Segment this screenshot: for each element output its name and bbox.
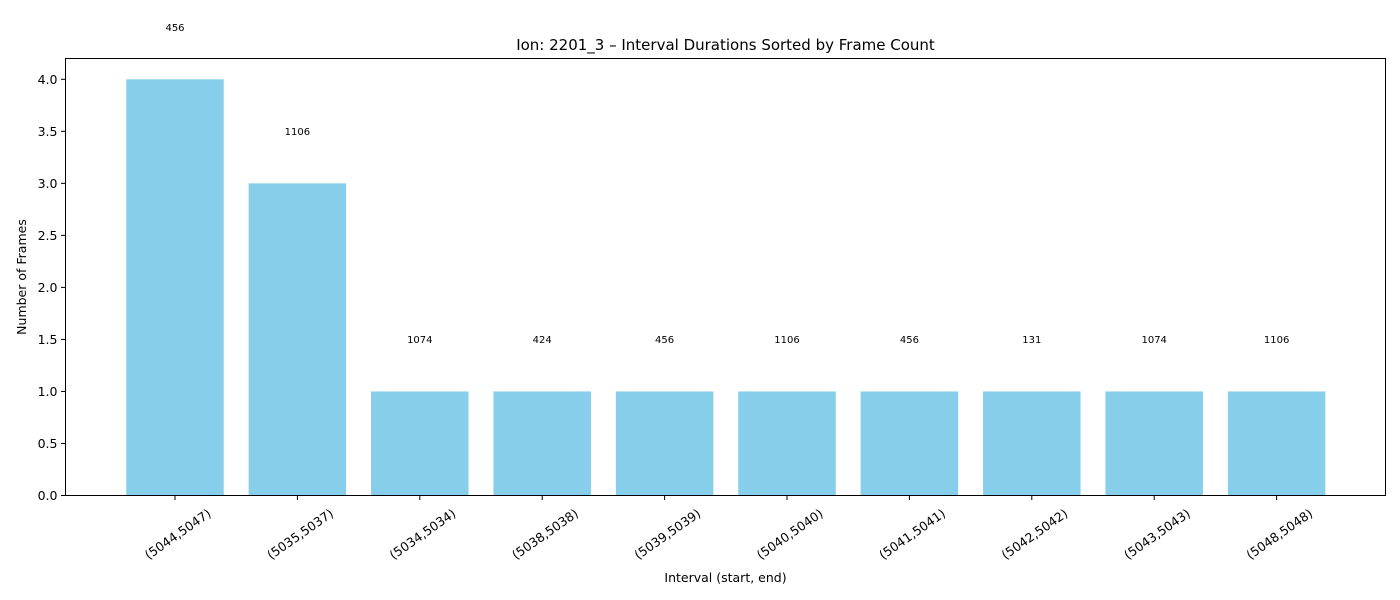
x-tick-label: (5041,5041) — [876, 506, 948, 563]
data-label: 1106 — [774, 335, 799, 346]
x-tick-label: (5044,5047) — [142, 506, 214, 563]
data-label: 1106 — [285, 127, 310, 138]
bars — [126, 79, 1326, 496]
y-tick-label: 3.5 — [38, 124, 58, 139]
bar — [615, 391, 714, 496]
data-label: 424 — [533, 335, 552, 346]
data-label: 456 — [900, 335, 919, 346]
bar — [371, 391, 469, 496]
bar — [983, 391, 1081, 496]
y-tick-label: 0.5 — [38, 436, 58, 451]
data-labels: 456 1106 1074 424 456 1106 456 131 1074 1106 — [165, 23, 1289, 346]
y-tick-label: 0.0 — [38, 488, 58, 503]
x-tick-label: (5039,5039) — [631, 506, 703, 563]
bar — [738, 391, 836, 496]
bar — [860, 391, 959, 496]
y-tick-label: 1.5 — [38, 332, 58, 347]
bar — [248, 183, 347, 496]
plot-frame — [65, 58, 1386, 496]
bar — [493, 391, 591, 496]
y-axis-label: Number of Frames — [14, 219, 29, 335]
y-tick-label: 3.0 — [38, 176, 58, 191]
data-label: 456 — [165, 23, 184, 34]
data-label: 1074 — [407, 335, 432, 346]
bar — [1227, 391, 1326, 496]
x-tick-label: (5043,5043) — [1121, 506, 1193, 563]
y-tick-label: 1.0 — [38, 384, 58, 399]
data-label: 131 — [1022, 335, 1041, 346]
x-axis-label: Interval (start, end) — [664, 570, 786, 585]
x-tick-label: (5048,5048) — [1243, 506, 1315, 563]
y-axis: 0.0 0.5 1.0 1.5 2.0 2.5 3.0 3.5 4.0 — [38, 72, 66, 503]
bar — [1105, 391, 1203, 496]
chart-title: Ion: 2201_3 – Interval Durations Sorted … — [516, 36, 935, 55]
y-tick-label: 2.0 — [38, 280, 58, 295]
x-tick-label: (5034,5034) — [387, 506, 459, 563]
x-axis: (5044,5047) (5035,5037) (5034,5034) (5038,5… — [142, 495, 1315, 563]
data-label: 1074 — [1141, 335, 1166, 346]
bar — [126, 79, 224, 496]
y-tick-label: 4.0 — [38, 72, 58, 87]
y-tick-label: 2.5 — [38, 228, 58, 243]
data-label: 1106 — [1264, 335, 1289, 346]
x-tick-label: (5042,5042) — [999, 506, 1071, 563]
data-label: 456 — [655, 335, 674, 346]
x-tick-label: (5040,5040) — [754, 506, 826, 563]
x-tick-label: (5038,5038) — [509, 506, 581, 563]
x-tick-label: (5035,5037) — [264, 506, 336, 563]
